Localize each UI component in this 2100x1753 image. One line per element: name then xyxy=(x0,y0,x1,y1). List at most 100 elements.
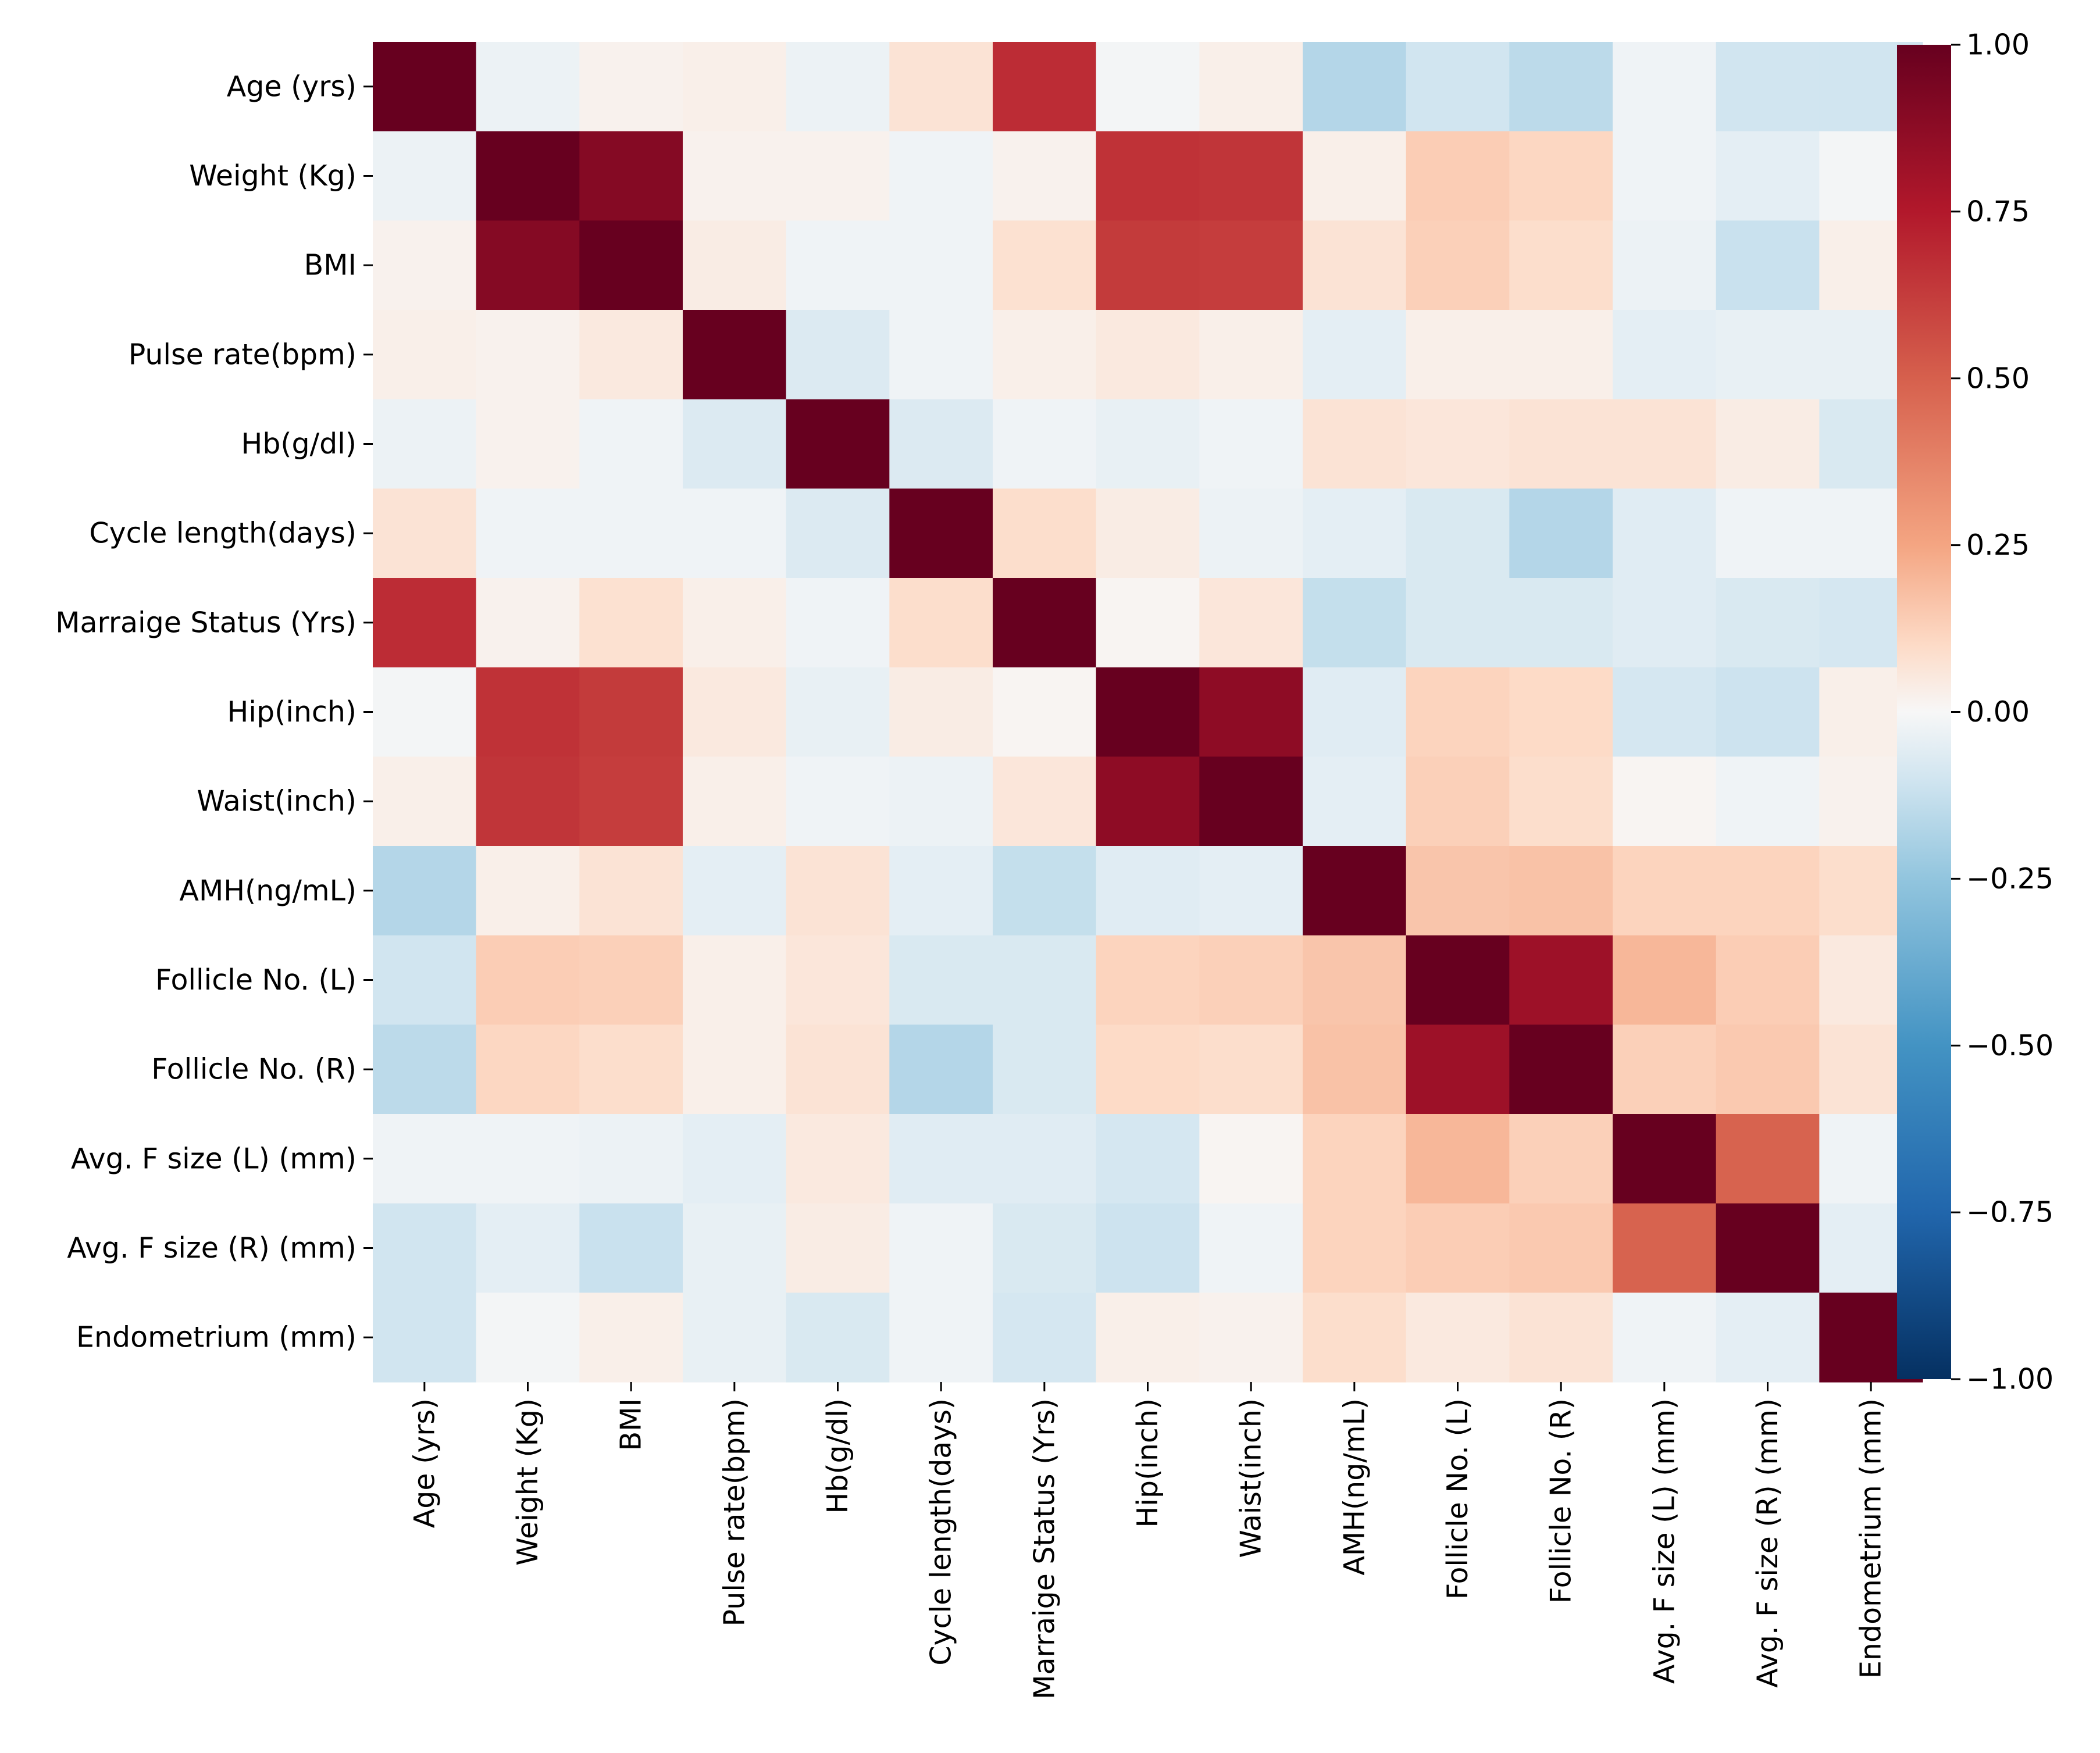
heatmap-cells xyxy=(373,42,1923,1383)
row-label-10: Follicle No. (L) xyxy=(155,963,356,997)
column-label-2: BMI xyxy=(615,1398,648,1451)
colorbar-tick-label-1: 0.75 xyxy=(1966,195,2030,228)
heatmap-cell-r3-c12 xyxy=(1613,310,1717,400)
heatmap-cell-r12-c10 xyxy=(1406,1114,1510,1204)
heatmap-cell-r12-c3 xyxy=(683,1114,787,1204)
column-label-5: Cycle length(days) xyxy=(925,1398,958,1666)
heatmap-cell-r5-c10 xyxy=(1406,488,1510,579)
row-label-1: Weight (Kg) xyxy=(189,159,356,192)
heatmap-cell-r9-c5 xyxy=(889,846,993,936)
heatmap-cell-r7-c9 xyxy=(1303,667,1407,757)
heatmap-cell-r4-c0 xyxy=(373,399,477,489)
heatmap-cell-r6-c5 xyxy=(889,578,993,668)
heatmap-cell-r7-c8 xyxy=(1199,667,1303,757)
column-label-3: Pulse rate(bpm) xyxy=(718,1398,751,1626)
heatmap-cell-r14-c5 xyxy=(889,1293,993,1383)
heatmap-cell-r2-c1 xyxy=(476,220,580,310)
heatmap-cell-r3-c8 xyxy=(1199,310,1303,400)
heatmap-cell-r8-c1 xyxy=(476,756,580,847)
heatmap-cell-r7-c1 xyxy=(476,667,580,757)
heatmap-cell-r11-c4 xyxy=(786,1024,890,1115)
heatmap-cell-r4-c8 xyxy=(1199,399,1303,489)
heatmap-cell-r0-c0 xyxy=(373,42,477,132)
heatmap-cell-r4-c2 xyxy=(579,399,683,489)
heatmap-cell-r6-c2 xyxy=(579,578,683,668)
heatmap-cell-r8-c5 xyxy=(889,756,993,847)
heatmap-cell-r9-c1 xyxy=(476,846,580,936)
heatmap-cell-r14-c9 xyxy=(1303,1293,1407,1383)
row-label-3: Pulse rate(bpm) xyxy=(129,338,356,371)
heatmap-cell-r5-c3 xyxy=(683,488,787,579)
heatmap-cell-r2-c9 xyxy=(1303,220,1407,310)
heatmap-cell-r10-c2 xyxy=(579,935,683,1025)
colorbar-tick-label-0: 1.00 xyxy=(1966,28,2030,62)
heatmap-cell-r12-c7 xyxy=(1096,1114,1200,1204)
heatmap-cell-r2-c7 xyxy=(1096,220,1200,310)
row-label-0: Age (yrs) xyxy=(227,70,356,103)
column-label-14: Endometrium (mm) xyxy=(1855,1398,1888,1679)
heatmap-cell-r11-c6 xyxy=(993,1024,1097,1115)
heatmap-cell-r8-c12 xyxy=(1613,756,1717,847)
heatmap-cell-r3-c13 xyxy=(1716,310,1820,400)
heatmap-cell-r5-c5 xyxy=(889,488,993,579)
heatmap-cell-r11-c1 xyxy=(476,1024,580,1115)
heatmap-cell-r13-c5 xyxy=(889,1203,993,1293)
heatmap-cell-r8-c8 xyxy=(1199,756,1303,847)
heatmap-cell-r6-c9 xyxy=(1303,578,1407,668)
column-label-11: Follicle No. (R) xyxy=(1545,1398,1578,1604)
heatmap-cell-r7-c2 xyxy=(579,667,683,757)
heatmap-cell-r6-c8 xyxy=(1199,578,1303,668)
heatmap-cell-r5-c13 xyxy=(1716,488,1820,579)
heatmap-cell-r14-c7 xyxy=(1096,1293,1200,1383)
heatmap-cell-r10-c1 xyxy=(476,935,580,1025)
column-label-4: Hb(g/dl) xyxy=(821,1398,854,1514)
heatmap-cell-r13-c0 xyxy=(373,1203,477,1293)
column-label-10: Follicle No. (L) xyxy=(1441,1398,1474,1600)
heatmap-cell-r11-c7 xyxy=(1096,1024,1200,1115)
heatmap-cell-r9-c10 xyxy=(1406,846,1510,936)
heatmap-cell-r4-c7 xyxy=(1096,399,1200,489)
heatmap-cell-r5-c6 xyxy=(993,488,1097,579)
heatmap-cell-r10-c11 xyxy=(1509,935,1613,1025)
row-label-6: Marraige Status (Yrs) xyxy=(55,606,356,639)
colorbar-tick-label-4: 0.00 xyxy=(1966,695,2030,729)
heatmap-cell-r10-c6 xyxy=(993,935,1097,1025)
heatmap-cell-r1-c10 xyxy=(1406,131,1510,221)
heatmap-cell-r10-c13 xyxy=(1716,935,1820,1025)
heatmap-cell-r4-c11 xyxy=(1509,399,1613,489)
heatmap-cell-r9-c7 xyxy=(1096,846,1200,936)
heatmap-cell-r13-c2 xyxy=(579,1203,683,1293)
heatmap-cell-r5-c12 xyxy=(1613,488,1717,579)
row-label-13: Avg. F size (R) (mm) xyxy=(67,1231,356,1265)
heatmap-cell-r10-c3 xyxy=(683,935,787,1025)
colorbar: 1.00 0.75 0.50 0.25 0.00 −0.25 −0.50 −0.75 −1.00 xyxy=(1897,28,2053,1396)
heatmap-cell-r6-c12 xyxy=(1613,578,1717,668)
heatmap-cell-r14-c4 xyxy=(786,1293,890,1383)
heatmap-cell-r6-c13 xyxy=(1716,578,1820,668)
column-label-9: AMH(ng/mL) xyxy=(1338,1398,1371,1576)
heatmap-cell-r4-c3 xyxy=(683,399,787,489)
heatmap-cell-r10-c0 xyxy=(373,935,477,1025)
heatmap-cell-r6-c6 xyxy=(993,578,1097,668)
row-label-9: AMH(ng/mL) xyxy=(179,874,356,907)
heatmap-cell-r12-c1 xyxy=(476,1114,580,1204)
heatmap-cell-r3-c9 xyxy=(1303,310,1407,400)
heatmap-cell-r8-c11 xyxy=(1509,756,1613,847)
heatmap-cell-r7-c5 xyxy=(889,667,993,757)
heatmap-cell-r1-c11 xyxy=(1509,131,1613,221)
heatmap-cell-r12-c8 xyxy=(1199,1114,1303,1204)
colorbar-tick-label-6: −0.50 xyxy=(1966,1029,2053,1062)
heatmap-cell-r12-c2 xyxy=(579,1114,683,1204)
heatmap-cell-r14-c11 xyxy=(1509,1293,1613,1383)
heatmap-cell-r8-c0 xyxy=(373,756,477,847)
colorbar-gradient xyxy=(1897,45,1951,1379)
row-label-12: Avg. F size (L) (mm) xyxy=(71,1142,356,1175)
heatmap-cell-r2-c12 xyxy=(1613,220,1717,310)
heatmap-cell-r1-c7 xyxy=(1096,131,1200,221)
heatmap-cell-r0-c6 xyxy=(993,42,1097,132)
heatmap-cell-r2-c0 xyxy=(373,220,477,310)
heatmap-cell-r1-c13 xyxy=(1716,131,1820,221)
heatmap-cell-r2-c13 xyxy=(1716,220,1820,310)
heatmap-cell-r5-c2 xyxy=(579,488,683,579)
